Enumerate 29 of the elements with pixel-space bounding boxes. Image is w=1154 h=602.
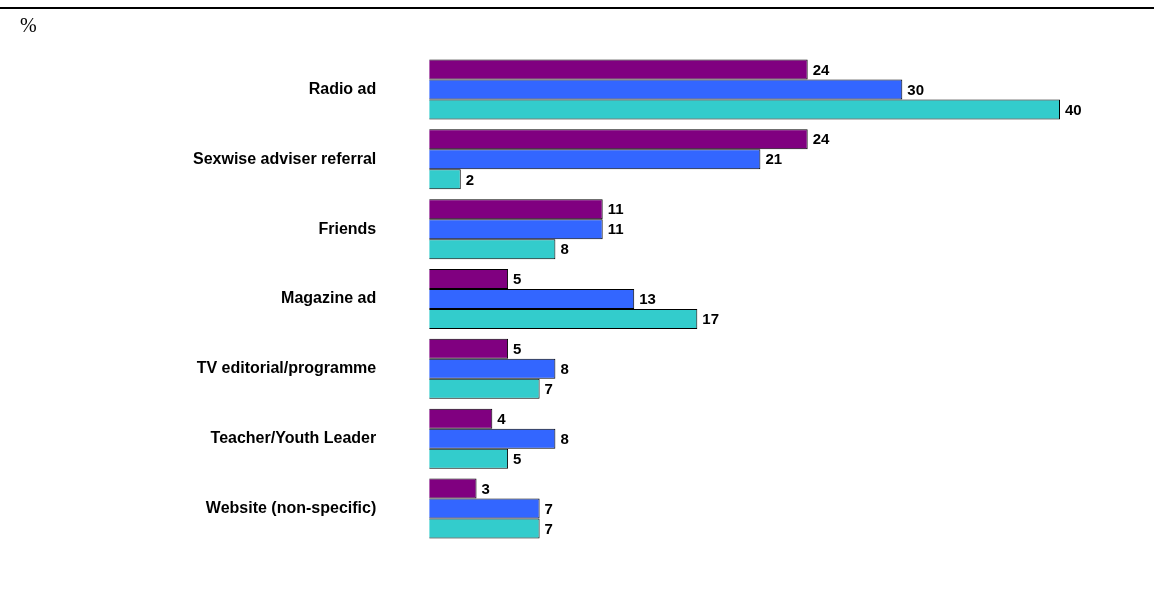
data-label: 3 (481, 479, 490, 497)
data-label: 7 (544, 499, 553, 517)
data-label: 8 (560, 429, 569, 447)
y-tick-label: Sexwise adviser referral (193, 149, 377, 167)
data-label: 11 (607, 220, 624, 238)
data-label: 17 (702, 310, 719, 328)
y-tick-label: Website (non-specific) (205, 498, 377, 516)
data-label: 8 (560, 359, 569, 377)
y-tick-label: Teacher/Youth Leader (210, 429, 377, 447)
data-label: 5 (513, 449, 522, 467)
data-label: 5 (513, 339, 522, 357)
data-label: 7 (544, 519, 553, 537)
data-label: 24 (812, 60, 831, 78)
data-label: 40 (1065, 100, 1082, 118)
data-label: 7 (544, 379, 553, 397)
y-tick-label: Magazine ad (281, 289, 377, 307)
y-tick-label: Friends (318, 219, 377, 237)
y-tick-label: Radio ad (308, 79, 377, 97)
data-label: 11 (607, 200, 624, 218)
data-label: 30 (907, 80, 924, 98)
data-label: 21 (765, 150, 783, 168)
y-tick-label: TV editorial/programme (196, 359, 377, 377)
data-label: 24 (812, 130, 831, 148)
data-label: 5 (513, 270, 522, 288)
text: % (20, 14, 37, 37)
data-label: 2 (465, 170, 475, 188)
data-label: 13 (639, 290, 656, 308)
data-label: 4 (497, 409, 507, 427)
data-label: 8 (560, 240, 569, 258)
